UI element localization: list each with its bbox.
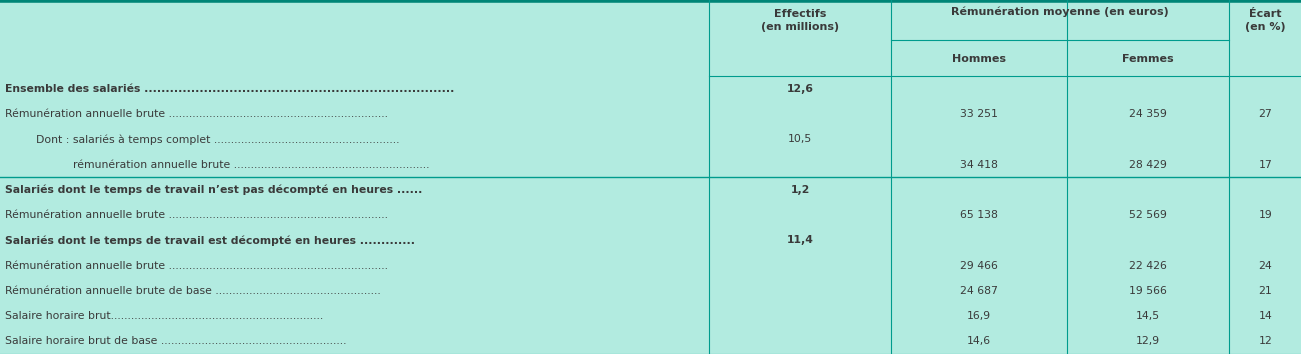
Text: 11,4: 11,4 [787, 235, 813, 245]
Text: Ensemble des salariés ..........................................................: Ensemble des salariés ..................… [5, 84, 454, 94]
Text: Dont : salariés à temps complet ................................................: Dont : salariés à temps complet ........… [29, 134, 399, 144]
Text: Femmes: Femmes [1123, 53, 1174, 64]
Text: 10,5: 10,5 [788, 134, 812, 144]
Text: Effectifs
(en millions): Effectifs (en millions) [761, 9, 839, 32]
Text: 21: 21 [1258, 286, 1272, 296]
Text: 14,5: 14,5 [1136, 311, 1160, 321]
Text: rémunération annuelle brute ....................................................: rémunération annuelle brute ............… [52, 160, 429, 170]
Text: 1,2: 1,2 [791, 185, 809, 195]
Text: 34 418: 34 418 [960, 160, 998, 170]
Text: 12,6: 12,6 [787, 84, 813, 94]
Text: Salaire horaire brut de base ...................................................: Salaire horaire brut de base ...........… [5, 336, 346, 346]
Text: Hommes: Hommes [952, 53, 1006, 64]
Text: 17: 17 [1258, 160, 1272, 170]
Text: Rémunération moyenne (en euros): Rémunération moyenne (en euros) [951, 6, 1170, 17]
Text: Salariés dont le temps de travail est décompté en heures .............: Salariés dont le temps de travail est dé… [5, 235, 415, 246]
Text: 14,6: 14,6 [967, 336, 991, 346]
Text: 33 251: 33 251 [960, 109, 998, 119]
Text: 24: 24 [1258, 261, 1272, 270]
Text: Rémunération annuelle brute ....................................................: Rémunération annuelle brute ............… [5, 210, 388, 220]
Text: Rémunération annuelle brute de base ............................................: Rémunération annuelle brute de base ....… [5, 286, 381, 296]
Text: Salaire horaire brut............................................................: Salaire horaire brut....................… [5, 311, 324, 321]
Text: 19: 19 [1258, 210, 1272, 220]
Text: 52 569: 52 569 [1129, 210, 1167, 220]
Text: 12,9: 12,9 [1136, 336, 1160, 346]
Text: Écart
(en %): Écart (en %) [1245, 9, 1285, 32]
Text: 65 138: 65 138 [960, 210, 998, 220]
Text: 24 687: 24 687 [960, 286, 998, 296]
Text: 16,9: 16,9 [967, 311, 991, 321]
Text: 22 426: 22 426 [1129, 261, 1167, 270]
Text: 19 566: 19 566 [1129, 286, 1167, 296]
Text: Salariés dont le temps de travail n’est pas décompté en heures ......: Salariés dont le temps de travail n’est … [5, 184, 423, 195]
Text: 14: 14 [1258, 311, 1272, 321]
Text: Rémunération annuelle brute ....................................................: Rémunération annuelle brute ............… [5, 261, 388, 270]
Text: 28 429: 28 429 [1129, 160, 1167, 170]
Text: 29 466: 29 466 [960, 261, 998, 270]
Text: Rémunération annuelle brute ....................................................: Rémunération annuelle brute ............… [5, 109, 388, 119]
Text: 12: 12 [1258, 336, 1272, 346]
Text: 24 359: 24 359 [1129, 109, 1167, 119]
Text: 27: 27 [1258, 109, 1272, 119]
